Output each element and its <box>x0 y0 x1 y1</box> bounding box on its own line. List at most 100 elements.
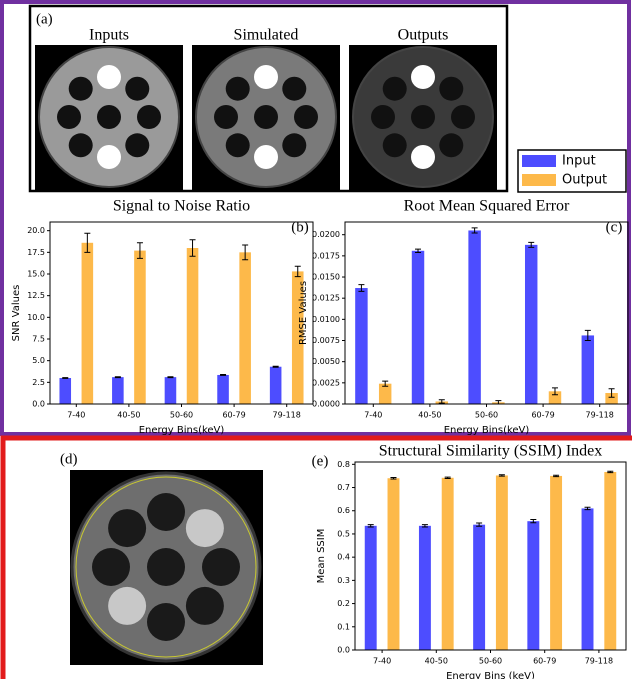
x-axis-label: Energy Bins (keV) <box>446 671 535 679</box>
bar <box>379 384 391 404</box>
panel-label: (a) <box>36 11 53 27</box>
error-bar <box>220 375 226 376</box>
x-tick-label: 7-40 <box>364 411 382 420</box>
y-tick-label: 0.0075 <box>312 336 340 345</box>
y-tick-label: 0.4 <box>337 553 350 562</box>
figure: (a) Inputs Simulated Outputs Input Outpu… <box>0 0 632 679</box>
x-tick-label: 60-79 <box>222 411 245 420</box>
insert <box>69 77 93 101</box>
y-tick-label: 0.8 <box>337 460 350 469</box>
insert <box>125 133 149 157</box>
panel-label: (e) <box>312 453 329 469</box>
bar <box>582 508 594 650</box>
insert <box>147 603 185 641</box>
bar <box>527 521 539 650</box>
x-tick-label: 60-79 <box>531 411 554 420</box>
insert <box>451 105 475 129</box>
insert <box>254 145 278 169</box>
insert <box>202 548 240 586</box>
x-tick-label: 79-118 <box>586 411 614 420</box>
x-tick-label: 40-50 <box>425 657 448 666</box>
insert <box>411 105 435 129</box>
bar <box>365 526 377 650</box>
y-tick-label: 0.7 <box>337 483 350 492</box>
y-tick-label: 0.0125 <box>312 294 340 303</box>
bar <box>134 251 146 404</box>
chart-title: Structural Similarity (SSIM) Index <box>379 443 603 460</box>
x-tick-label: 60-79 <box>533 657 556 666</box>
insert <box>226 133 250 157</box>
bar <box>496 475 508 650</box>
insert <box>186 587 224 625</box>
bar <box>525 245 537 404</box>
y-axis-label: SNR Values <box>11 285 22 342</box>
image-title: Simulated <box>234 27 299 44</box>
chart-title: Root Mean Squared Error <box>404 198 570 215</box>
insert <box>439 77 463 101</box>
bar <box>473 525 485 650</box>
x-axis-label: Energy Bins(keV) <box>444 425 530 436</box>
y-tick-label: 0.2 <box>337 599 350 608</box>
insert <box>147 548 185 586</box>
panel-label: (d) <box>60 451 78 467</box>
insert <box>282 133 306 157</box>
y-axis-label: RMSE Values <box>298 281 309 345</box>
error-bar <box>62 378 68 379</box>
bar <box>468 230 480 404</box>
insert <box>137 105 161 129</box>
y-tick-label: 0.0 <box>32 400 45 409</box>
insert <box>411 65 435 89</box>
x-tick-label: 7-40 <box>373 657 391 666</box>
insert <box>226 77 250 101</box>
legend-swatch <box>522 174 556 186</box>
bar <box>582 335 594 404</box>
insert <box>97 65 121 89</box>
insert <box>383 77 407 101</box>
y-tick-label: 0.3 <box>337 576 350 585</box>
insert <box>371 105 395 129</box>
x-tick-label: 79-118 <box>585 657 613 666</box>
chart-title: Signal to Noise Ratio <box>113 198 250 215</box>
y-tick-label: 15.0 <box>27 270 45 279</box>
insert <box>97 145 121 169</box>
insert <box>294 105 318 129</box>
y-tick-label: 0.0000 <box>312 400 340 409</box>
x-tick-label: 50-60 <box>479 657 502 666</box>
y-tick-label: 2.5 <box>32 378 45 387</box>
insert <box>57 105 81 129</box>
insert <box>411 145 435 169</box>
bar <box>187 248 199 404</box>
y-tick-label: 0.6 <box>337 506 350 515</box>
y-tick-label: 12.5 <box>27 291 45 300</box>
bar <box>412 251 424 404</box>
bar <box>419 526 431 650</box>
bar <box>355 288 367 404</box>
bar <box>388 478 400 650</box>
y-tick-label: 7.5 <box>32 335 45 344</box>
insert <box>69 133 93 157</box>
insert <box>254 65 278 89</box>
insert <box>92 548 130 586</box>
y-tick-label: 10.0 <box>27 313 45 322</box>
x-tick-label: 7-40 <box>67 411 85 420</box>
x-axis-label: Energy Bins(keV) <box>139 425 225 436</box>
insert <box>108 587 146 625</box>
y-tick-label: 0.5 <box>337 529 350 538</box>
legend-swatch <box>522 155 556 167</box>
y-tick-label: 17.5 <box>27 248 45 257</box>
insert <box>147 493 185 531</box>
y-tick-label: 0.0175 <box>312 251 340 260</box>
y-tick-label: 0.0025 <box>312 378 340 387</box>
insert <box>97 105 121 129</box>
y-tick-label: 0.0200 <box>312 230 340 239</box>
image-title: Outputs <box>398 27 449 44</box>
image-title: Inputs <box>89 27 129 44</box>
y-tick-label: 0.0100 <box>312 315 340 324</box>
error-bar <box>607 471 613 472</box>
insert <box>439 133 463 157</box>
insert <box>282 77 306 101</box>
bar <box>165 377 177 404</box>
x-tick-label: 50-60 <box>170 411 193 420</box>
insert <box>214 105 238 129</box>
insert <box>186 509 224 547</box>
